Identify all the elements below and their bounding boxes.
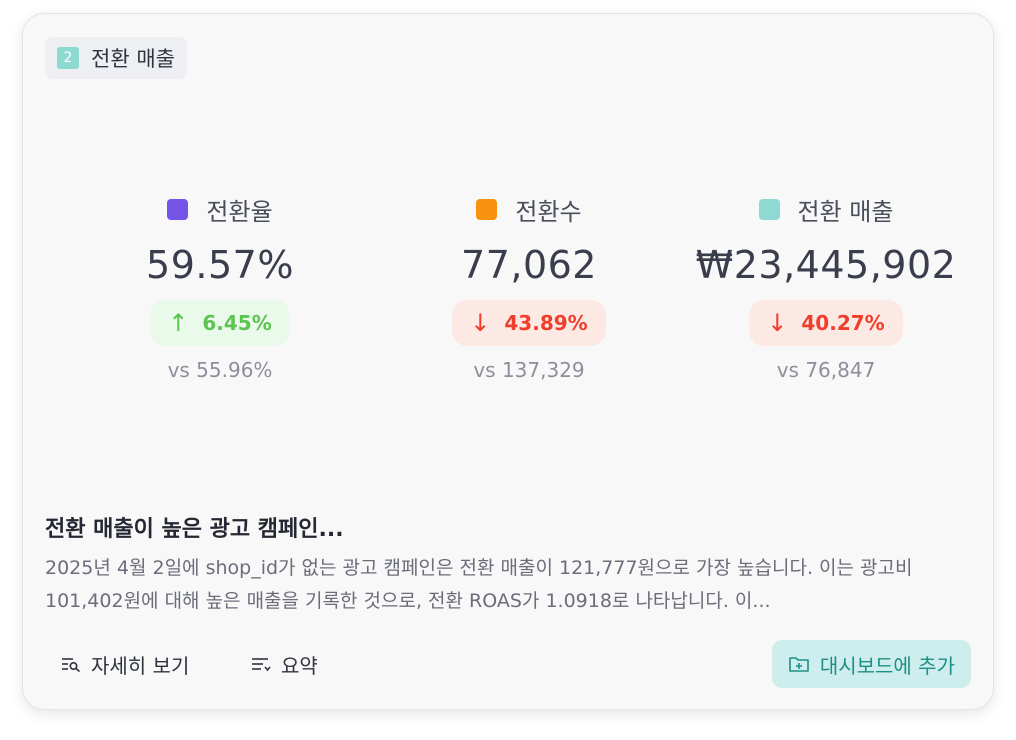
insight-body: 2025년 4월 2일에 shop_id가 없는 광고 캠페인은 전환 매출이 … bbox=[45, 557, 913, 612]
metric-conversions: 전환수 77,062 ↓ 43.89% vs 137,329 bbox=[389, 192, 669, 382]
section-title: 전환 매출 bbox=[91, 47, 175, 71]
summary-label: 요약 bbox=[281, 653, 318, 678]
view-details-button[interactable]: 자세히 보기 bbox=[45, 640, 205, 688]
view-details-label: 자세히 보기 bbox=[91, 653, 190, 678]
folder-plus-icon bbox=[789, 657, 809, 672]
list-summary-icon bbox=[252, 658, 271, 672]
change-badge: ↓ 43.89% bbox=[452, 300, 606, 346]
arrow-down-icon: ↓ bbox=[767, 309, 788, 337]
metric-value: 59.57% bbox=[146, 243, 294, 287]
legend-square-icon bbox=[476, 198, 498, 220]
change-value: 43.89% bbox=[504, 311, 588, 335]
metric-value: 77,062 bbox=[461, 243, 597, 287]
metric-label: 전환수 bbox=[515, 197, 582, 226]
metric-value: ₩23,445,902 bbox=[695, 243, 957, 287]
metric-label: 전환율 bbox=[206, 197, 273, 226]
change-value: 6.45% bbox=[202, 311, 272, 335]
arrow-down-icon: ↓ bbox=[470, 309, 491, 337]
insight-title: 전환 매출이 높은 광고 캠페인... bbox=[45, 517, 344, 542]
legend-square-icon bbox=[167, 198, 189, 220]
compare-value: vs 137,329 bbox=[473, 358, 585, 382]
summary-button[interactable]: 요약 bbox=[235, 640, 334, 688]
card-footer: 자세히 보기 요약 대시보드에 추가 bbox=[45, 640, 971, 688]
section-number: 2 bbox=[57, 47, 79, 69]
compare-value: vs 76,847 bbox=[776, 358, 876, 382]
change-value: 40.27% bbox=[801, 311, 885, 335]
legend-square-icon bbox=[758, 198, 780, 220]
add-to-dashboard-label: 대시보드에 추가 bbox=[819, 653, 955, 678]
compare-value: vs 55.96% bbox=[167, 358, 273, 382]
metric-conversion-revenue: 전환 매출 ₩23,445,902 ↓ 40.27% vs 76,847 bbox=[681, 192, 971, 383]
add-to-dashboard-button[interactable]: 대시보드에 추가 bbox=[771, 640, 971, 688]
metric-conversion-rate: 전환율 59.57% ↑ 6.45% vs 55.96% bbox=[80, 192, 360, 383]
section-tag: 2 전환 매출 bbox=[45, 37, 187, 79]
list-search-icon bbox=[62, 658, 81, 672]
metric-card: 2 전환 매출 전환율 59.57% ↑ 6.45% vs 55.96% 전환수… bbox=[22, 13, 994, 710]
metric-label: 전환 매출 bbox=[797, 197, 894, 226]
change-badge: ↑ 6.45% bbox=[150, 300, 290, 346]
arrow-up-icon: ↑ bbox=[168, 309, 189, 337]
change-badge: ↓ 40.27% bbox=[749, 300, 903, 346]
